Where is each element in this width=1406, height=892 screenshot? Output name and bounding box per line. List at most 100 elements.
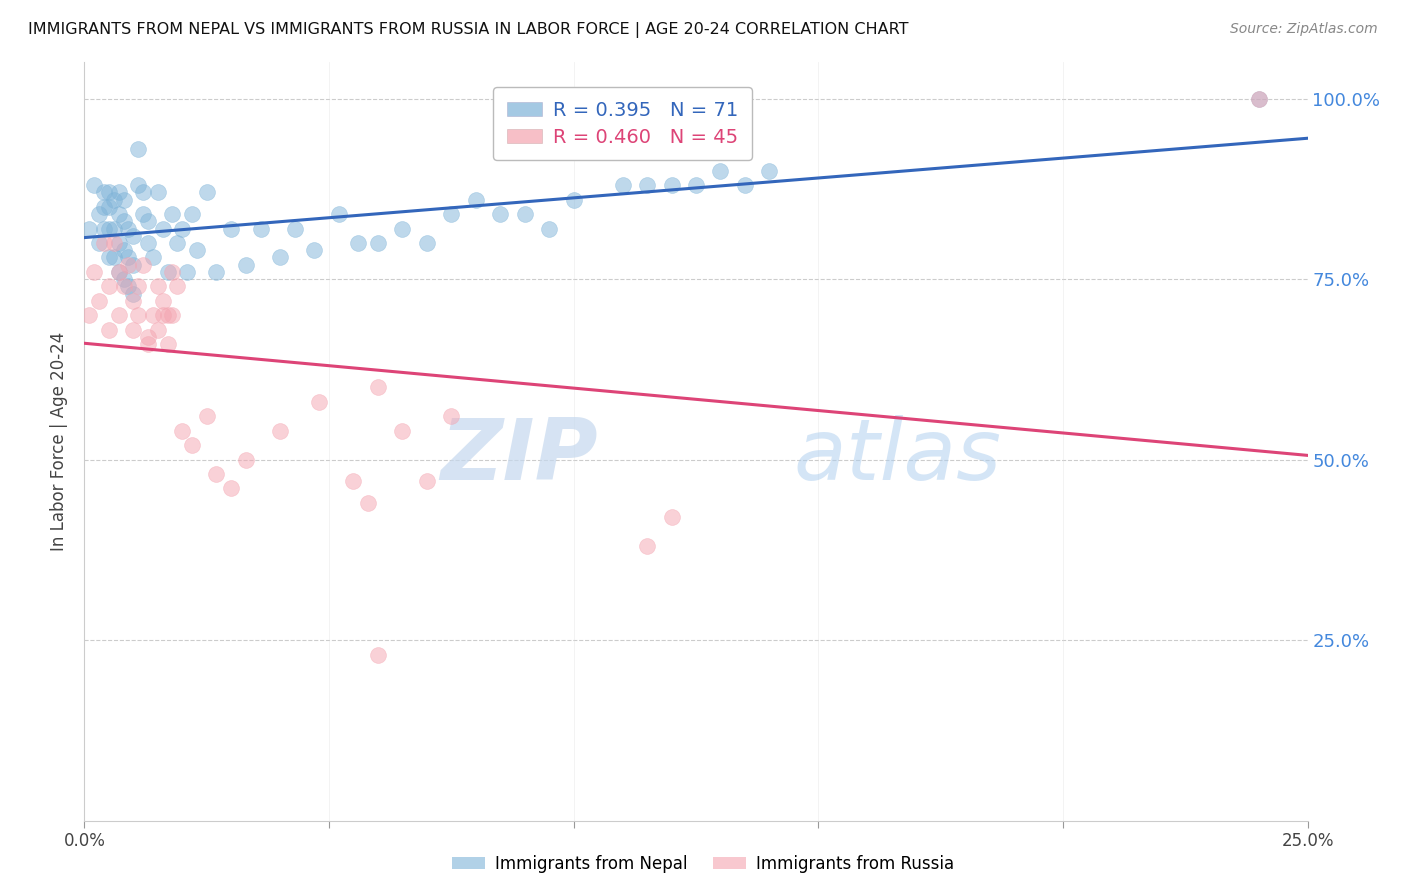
Point [195, 186, 218, 200]
Point [636, 539, 658, 553]
Point [97, 221, 120, 235]
Point [136, 330, 159, 344]
Point [87, 207, 110, 221]
Point [304, 243, 326, 257]
Point [107, 265, 129, 279]
Point [117, 279, 139, 293]
Point [162, 207, 184, 221]
Point [112, 214, 135, 228]
Point [269, 424, 291, 438]
Point [181, 207, 204, 221]
Point [122, 228, 145, 243]
Point [1247, 91, 1270, 105]
Point [97, 186, 120, 200]
Point [709, 163, 731, 178]
Point [93, 186, 115, 200]
Point [464, 193, 486, 207]
Point [93, 200, 115, 214]
Point [103, 193, 125, 207]
Point [734, 178, 756, 193]
Point [97, 251, 120, 265]
Point [357, 496, 380, 510]
Point [117, 258, 139, 272]
Point [416, 235, 439, 250]
Point [87, 293, 110, 308]
Point [308, 394, 330, 409]
Point [758, 163, 780, 178]
Point [83, 178, 105, 193]
Y-axis label: In Labor Force | Age 20-24: In Labor Force | Age 20-24 [51, 332, 69, 551]
Point [416, 475, 439, 489]
Point [342, 475, 364, 489]
Point [162, 265, 184, 279]
Point [235, 452, 257, 467]
Point [391, 424, 413, 438]
Point [93, 235, 115, 250]
Point [538, 221, 561, 235]
Point [103, 221, 125, 235]
Point [127, 178, 149, 193]
Point [156, 337, 179, 351]
Point [176, 265, 198, 279]
Legend: Immigrants from Nepal, Immigrants from Russia: Immigrants from Nepal, Immigrants from R… [446, 848, 960, 880]
Point [103, 235, 125, 250]
Point [132, 207, 155, 221]
Point [93, 221, 115, 235]
Point [156, 265, 179, 279]
Point [83, 265, 105, 279]
Point [117, 251, 139, 265]
Point [112, 272, 135, 286]
Point [685, 178, 707, 193]
Point [156, 308, 179, 322]
Point [77, 221, 100, 235]
Point [367, 648, 389, 662]
Point [152, 308, 174, 322]
Point [142, 251, 165, 265]
Point [269, 251, 291, 265]
Point [127, 142, 149, 156]
Point [440, 207, 463, 221]
Legend: R = 0.395   N = 71, R = 0.460   N = 45: R = 0.395 N = 71, R = 0.460 N = 45 [494, 87, 752, 161]
Point [636, 178, 658, 193]
Point [661, 510, 683, 524]
Point [146, 186, 169, 200]
Point [661, 178, 683, 193]
Point [367, 380, 389, 394]
Point [107, 207, 129, 221]
Text: atlas: atlas [794, 415, 1002, 499]
Point [152, 293, 174, 308]
Point [195, 409, 218, 424]
Point [489, 207, 512, 221]
Point [132, 258, 155, 272]
Point [112, 243, 135, 257]
Point [513, 207, 536, 221]
Point [328, 207, 350, 221]
Point [107, 235, 129, 250]
Point [186, 243, 208, 257]
Point [103, 251, 125, 265]
Point [205, 265, 228, 279]
Point [107, 308, 129, 322]
Point [440, 409, 463, 424]
Point [97, 279, 120, 293]
Point [112, 279, 135, 293]
Point [97, 200, 120, 214]
Point [122, 293, 145, 308]
Point [1247, 91, 1270, 105]
Point [117, 221, 139, 235]
Point [612, 178, 634, 193]
Point [205, 467, 228, 481]
Point [142, 308, 165, 322]
Text: IMMIGRANTS FROM NEPAL VS IMMIGRANTS FROM RUSSIA IN LABOR FORCE | AGE 20-24 CORRE: IMMIGRANTS FROM NEPAL VS IMMIGRANTS FROM… [28, 22, 908, 38]
Point [562, 193, 585, 207]
Point [166, 235, 188, 250]
Point [347, 235, 370, 250]
Point [181, 438, 204, 452]
Text: Source: ZipAtlas.com: Source: ZipAtlas.com [1230, 22, 1378, 37]
Point [391, 221, 413, 235]
Point [146, 279, 169, 293]
Point [107, 265, 129, 279]
Point [284, 221, 307, 235]
Point [146, 323, 169, 337]
Point [77, 308, 100, 322]
